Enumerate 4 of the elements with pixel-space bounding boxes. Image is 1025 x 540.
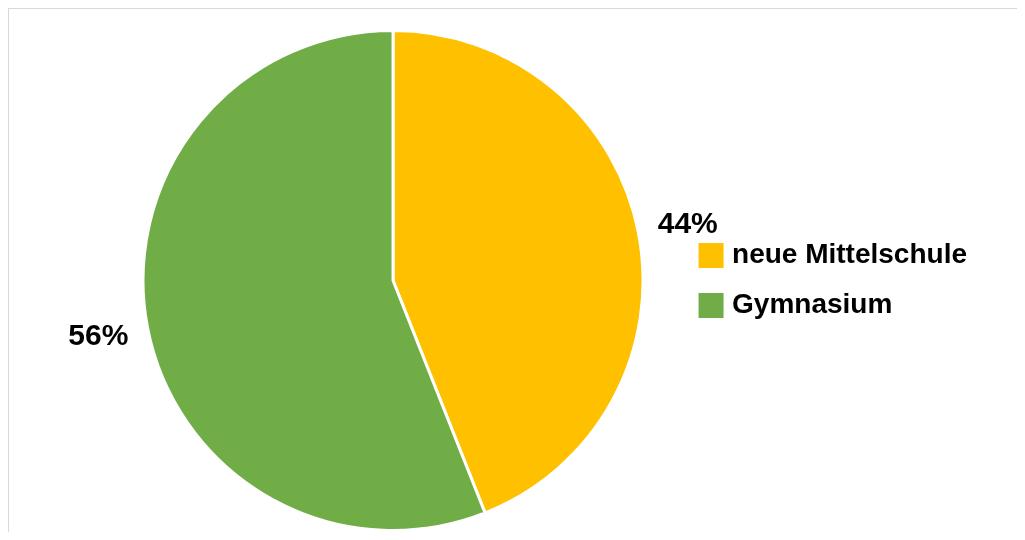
- legend-label: neue Mittelschule: [732, 238, 967, 270]
- data-label: 56%: [68, 317, 129, 351]
- data-label: 44%: [657, 205, 718, 239]
- legend-label: Gymnasium: [732, 288, 893, 320]
